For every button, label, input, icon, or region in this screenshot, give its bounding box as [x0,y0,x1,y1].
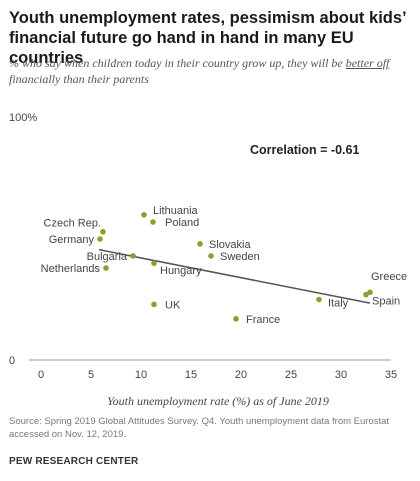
label-italy: Italy [328,298,349,310]
chart-title: Youth unemployment rates, pessimism abou… [9,9,406,67]
label-uk: UK [165,299,181,311]
point-poland [150,219,156,225]
subtitle-pre: % who say when children today in their c… [9,56,346,70]
point-netherlands [103,265,109,271]
label-germany: Germany [49,234,95,246]
label-greece: Greece [371,271,407,283]
point-czech-rep [100,228,106,235]
label-lithuania: Lithuania [153,205,199,217]
label-france: France [246,314,280,326]
point-sweden [208,253,214,259]
point-uk [151,301,157,308]
label-hungary: Hungary [160,265,202,277]
chart-subtitle: % who say when children today in their c… [9,55,414,87]
point-spain [363,291,369,298]
point-france [233,316,239,322]
subtitle-post: financially than their parents [9,72,149,86]
brand-footer: PEW RESEARCH CENTER [9,456,139,467]
label-czech-rep: Czech Rep. [44,218,101,230]
x-axis-label: Youth unemployment rate (%) as of June 2… [107,394,329,408]
x-tick-label: 20 [235,369,247,381]
x-tick-label: 30 [335,369,347,381]
data-points [97,212,373,322]
label-netherlands: Netherlands [41,263,101,275]
point-slovakia [197,241,203,247]
point-lithuania [141,212,147,218]
tick-labels: 0 5 10 15 20 25 30 35 0 100% [9,112,397,381]
point-germany [97,236,103,242]
label-bulgaria: Bulgaria [87,251,128,263]
x-tick-label: 35 [385,369,397,381]
point-hungary [151,260,157,266]
source-note: Source: Spring 2019 Global Attitudes Sur… [9,416,390,440]
y-tick-label: 100% [9,112,37,124]
point-bulgaria [130,253,136,259]
y-tick-label: 0 [9,355,15,367]
label-poland: Poland [165,217,199,229]
x-tick-label: 5 [88,369,94,381]
x-tick-label: 15 [185,369,197,381]
label-spain: Spain [372,296,400,308]
point-italy [316,296,322,303]
x-tick-label: 25 [285,369,297,381]
trend-line [98,248,371,304]
subtitle-emphasis: better off [345,56,390,70]
x-tick-label: 0 [38,369,44,381]
x-tick-label: 10 [135,369,147,381]
label-slovakia: Slovakia [209,239,251,251]
correlation-annotation: Correlation = -0.61 [250,143,359,157]
label-sweden: Sweden [220,251,260,263]
